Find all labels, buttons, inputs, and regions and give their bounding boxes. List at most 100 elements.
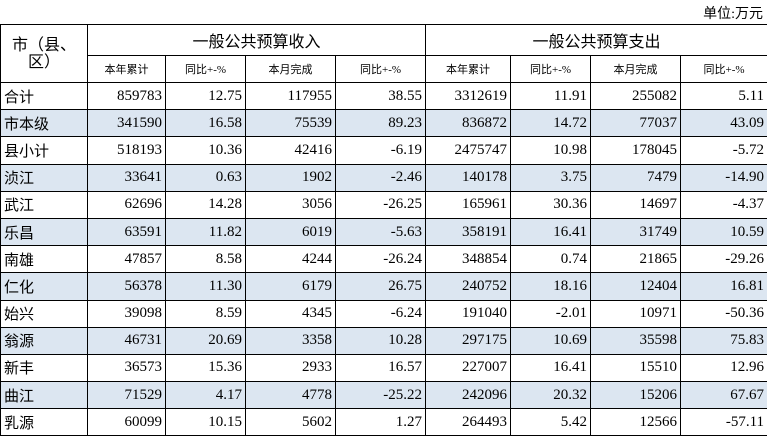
value-cell: 67.67: [680, 381, 767, 410]
table-row: 本年累计 同比+-% 本月完成 同比+-% 本年累计 同比+-% 本月完成 同比+-%: [1, 55, 767, 83]
value-cell: 1.27: [334, 408, 427, 436]
group-header: 一般公共预算支出: [425, 24, 767, 56]
value-cell: 12404: [590, 272, 682, 301]
value-cell: 60099: [87, 408, 166, 436]
value-cell: 56378: [87, 272, 166, 301]
table-row: 浈江 33641 0.63 1902 -2.46 140178 3.75 7479 -14.90: [0, 163, 767, 192]
value-cell: 16.41: [510, 353, 592, 383]
value-cell: 140178: [425, 163, 512, 192]
value-cell: 42416: [245, 136, 336, 165]
value-cell: 6179: [245, 272, 336, 301]
table-row: 仁化 56378 11.30 6179 26.75 240752 18.16 12404 16.…: [0, 272, 767, 301]
value-cell: 63591: [87, 217, 166, 247]
column-header: 本年累计: [425, 55, 512, 83]
table-row: 市（县、区） 一般公共预算收入 一般公共预算支出: [0, 24, 767, 83]
value-cell: -29.26: [680, 245, 767, 274]
column-header: 同比+-%: [510, 55, 592, 83]
table-row: 武江 62696 14.28 3056 -26.25 165961 30.36 14697 -4…: [0, 190, 767, 219]
value-cell: 46731: [87, 326, 166, 355]
region-cell: 乐昌: [0, 217, 88, 247]
region-cell: 武江: [0, 190, 88, 219]
value-cell: 11.82: [165, 217, 246, 247]
value-cell: 5602: [245, 408, 336, 436]
value-cell: 15.36: [165, 353, 246, 383]
table-row: 乳源 60099 10.15 5602 1.27 264493 5.42 12566 -57.1…: [0, 408, 767, 436]
value-cell: 71529: [87, 381, 166, 410]
value-cell: 3312619: [425, 81, 512, 111]
value-cell: 36573: [87, 353, 166, 383]
value-cell: -6.24: [334, 299, 427, 328]
value-cell: 77037: [590, 109, 682, 138]
table-row: 乐昌 63591 11.82 6019 -5.63 358191 16.41 31749 10.…: [0, 217, 767, 247]
value-cell: -14.90: [680, 163, 767, 192]
value-cell: -25.22: [334, 381, 427, 410]
column-header: 本月完成: [590, 55, 682, 83]
value-cell: -57.11: [680, 408, 767, 436]
value-cell: 859783: [87, 81, 166, 111]
table-row: 曲江 71529 4.17 4778 -25.22 242096 20.32 15206 67.…: [0, 381, 767, 410]
value-cell: 227007: [425, 353, 512, 383]
value-cell: 4345: [245, 299, 336, 328]
column-header: 本年累计: [87, 55, 166, 83]
value-cell: 3.75: [510, 163, 592, 192]
value-cell: -2.46: [334, 163, 427, 192]
value-cell: 10.15: [165, 408, 246, 436]
value-cell: 0.74: [510, 245, 592, 274]
table-row: 新丰 36573 15.36 2933 16.57 227007 16.41 15510 12.…: [0, 353, 767, 383]
value-cell: 7479: [590, 163, 682, 192]
value-cell: -5.63: [334, 217, 427, 247]
value-cell: 12566: [590, 408, 682, 436]
value-cell: 43.09: [680, 109, 767, 138]
value-cell: 10.98: [510, 136, 592, 165]
value-cell: 38.55: [334, 81, 427, 111]
value-cell: 10.28: [334, 326, 427, 355]
value-cell: 62696: [87, 190, 166, 219]
table-row: 始兴 39098 8.59 4345 -6.24 191040 -2.01 10971 -50.…: [0, 299, 767, 328]
column-header: 同比+-%: [334, 55, 427, 83]
value-cell: 5.11: [680, 81, 767, 111]
value-cell: 21865: [590, 245, 682, 274]
group-header: 一般公共预算收入: [86, 24, 427, 56]
region-cell: 曲江: [0, 381, 88, 410]
value-cell: 33641: [87, 163, 166, 192]
value-cell: 10.59: [680, 217, 767, 247]
value-cell: -5.72: [680, 136, 767, 165]
value-cell: -2.01: [510, 299, 592, 328]
value-cell: 10.69: [510, 326, 592, 355]
value-cell: 75539: [245, 109, 336, 138]
value-cell: 264493: [425, 408, 512, 436]
value-cell: 14.28: [165, 190, 246, 219]
value-cell: 3056: [245, 190, 336, 219]
value-cell: 12.96: [680, 353, 767, 383]
value-cell: 1902: [245, 163, 336, 192]
value-cell: 15206: [590, 381, 682, 410]
value-cell: 518193: [87, 136, 166, 165]
value-cell: 30.36: [510, 190, 592, 219]
value-cell: 26.75: [334, 272, 427, 301]
region-cell: 仁化: [0, 272, 88, 301]
value-cell: 242096: [425, 381, 512, 410]
region-cell: 市本级: [0, 109, 88, 138]
value-cell: 341590: [87, 109, 166, 138]
value-cell: 10971: [590, 299, 682, 328]
value-cell: -26.25: [334, 190, 427, 219]
region-header: 市（县、区）: [0, 24, 88, 83]
value-cell: 14697: [590, 190, 682, 219]
value-cell: 2933: [245, 353, 336, 383]
value-cell: 47857: [87, 245, 166, 274]
table-row: 合计 859783 12.75 117955 38.55 3312619 11.91 2550…: [0, 81, 767, 111]
value-cell: 0.63: [165, 163, 246, 192]
value-cell: 15510: [590, 353, 682, 383]
region-cell: 合计: [0, 81, 88, 111]
value-cell: 3358: [245, 326, 336, 355]
budget-table: 市（县、区） 一般公共预算收入 一般公共预算支出 本年累计 同比+-% 本月完成 同比+-%…: [0, 24, 767, 436]
value-cell: 11.91: [510, 81, 592, 111]
region-cell: 县小计: [0, 136, 88, 165]
value-cell: 8.59: [165, 299, 246, 328]
value-cell: 12.75: [165, 81, 246, 111]
value-cell: 31749: [590, 217, 682, 247]
value-cell: 10.36: [165, 136, 246, 165]
value-cell: 16.58: [165, 109, 246, 138]
value-cell: 4.17: [165, 381, 246, 410]
